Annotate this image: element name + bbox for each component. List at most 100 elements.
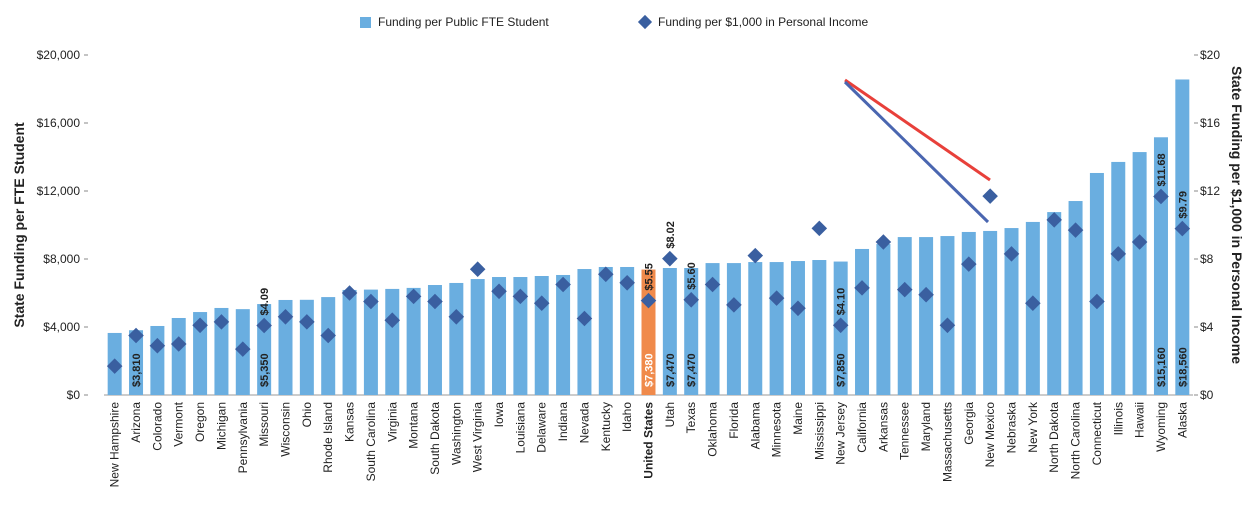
diamond xyxy=(875,234,892,250)
y-tick-label: $8,000 xyxy=(43,252,80,266)
x-tick-label: Delaware xyxy=(535,402,549,453)
x-tick-label: Minnesota xyxy=(770,402,784,458)
bar xyxy=(406,287,421,395)
x-tick-label: Tennessee xyxy=(898,402,912,460)
y2-tick-label: $16 xyxy=(1200,116,1220,130)
x-tick-label: Wisconsin xyxy=(279,402,293,457)
y-tick-label: $20,000 xyxy=(37,48,81,62)
y-axis-title: State Funding per FTE Student xyxy=(11,122,27,328)
y2-tick-label: $0 xyxy=(1200,388,1214,402)
x-tick-label: Virginia xyxy=(385,402,399,442)
bar xyxy=(855,248,870,395)
x-tick-label: Wyoming xyxy=(1154,402,1168,452)
bar xyxy=(1132,152,1147,395)
legend-label: Funding per Public FTE Student xyxy=(378,15,549,29)
bar xyxy=(129,330,144,395)
diamond xyxy=(149,337,166,354)
y2-axis-title: State Funding per $1,000 in Personal Inc… xyxy=(1229,66,1245,364)
bar xyxy=(363,289,378,395)
y-tick-label: $16,000 xyxy=(37,116,81,130)
x-tick-label: Maryland xyxy=(919,402,933,451)
diamond-value-label: $8.02 xyxy=(665,221,677,249)
x-tick-label: Illinois xyxy=(1111,402,1125,435)
y2-tick-label: $20 xyxy=(1200,48,1220,62)
x-tick-label: Oregon xyxy=(193,402,207,442)
x-tick-label: North Carolina xyxy=(1069,402,1083,480)
bar xyxy=(919,237,934,395)
bar xyxy=(577,269,592,395)
diamond xyxy=(1067,222,1084,238)
diamond xyxy=(213,314,230,330)
bar xyxy=(427,285,442,395)
x-tick-label: Idaho xyxy=(620,402,634,432)
bar xyxy=(278,299,293,395)
x-tick-label: Kansas xyxy=(343,402,357,442)
diamond-value-label: $5.55 xyxy=(644,263,656,291)
bar xyxy=(726,263,741,395)
x-tick-label: Colorado xyxy=(150,402,164,451)
x-tick-label: Oklahoma xyxy=(706,402,720,457)
x-tick-label: Utah xyxy=(663,402,677,427)
bar-value-label: $7,380 xyxy=(644,353,656,387)
bar-value-label: $5,350 xyxy=(259,353,271,387)
bar xyxy=(1175,79,1190,395)
x-tick-label: New Jersey xyxy=(834,402,848,465)
diamond xyxy=(170,336,187,352)
x-tick-label: Missouri xyxy=(257,402,271,447)
bar xyxy=(1047,212,1062,395)
diamond xyxy=(128,327,144,344)
x-tick-label: Indiana xyxy=(556,402,570,442)
x-tick-label: New Hampshire xyxy=(108,402,122,488)
y2-tick-label: $12 xyxy=(1200,184,1220,198)
bar xyxy=(385,288,400,395)
bar xyxy=(171,317,186,395)
bar xyxy=(812,260,827,395)
bar xyxy=(1111,161,1126,395)
bar xyxy=(150,325,165,395)
x-tick-label: Washington xyxy=(449,402,463,465)
x-tick-label: Pennsylvania xyxy=(236,402,250,474)
x-tick-label: Montana xyxy=(407,402,421,449)
x-tick-label: Georgia xyxy=(962,402,976,445)
x-tick-label: North Dakota xyxy=(1047,402,1061,473)
bar xyxy=(769,262,784,395)
bar xyxy=(748,262,763,395)
bar xyxy=(705,263,720,395)
x-tick-label: West Virginia xyxy=(471,402,485,473)
legend-swatch xyxy=(360,17,371,28)
x-tick-label: Iowa xyxy=(492,402,506,428)
bar xyxy=(598,266,613,395)
bar xyxy=(513,277,528,395)
bar xyxy=(1004,228,1019,395)
x-tick-label: Mississippi xyxy=(812,402,826,460)
bar xyxy=(983,230,998,395)
bar xyxy=(1068,201,1083,395)
bar-value-label: $7,470 xyxy=(665,353,677,387)
bar xyxy=(214,307,229,395)
y-tick-label: $12,000 xyxy=(37,184,81,198)
bar xyxy=(470,279,485,395)
legend-label: Funding per $1,000 in Personal Income xyxy=(658,15,868,29)
x-tick-label: South Dakota xyxy=(428,402,442,475)
x-tick-label: Texas xyxy=(684,402,698,433)
diamond xyxy=(747,247,764,264)
bar xyxy=(556,274,571,395)
diamond-value-label: $9.79 xyxy=(1177,191,1189,219)
y-tick-label: $4,000 xyxy=(43,320,80,334)
x-tick-label: Hawaii xyxy=(1133,402,1147,438)
legend-swatch xyxy=(637,14,653,30)
diamond xyxy=(1025,295,1041,311)
x-tick-label: Alaska xyxy=(1175,402,1189,438)
bar xyxy=(492,277,507,395)
bar xyxy=(193,312,208,395)
y2-tick-label: $4 xyxy=(1200,320,1214,334)
diamond xyxy=(1131,234,1148,250)
diamond xyxy=(1089,293,1105,310)
diamond xyxy=(811,220,828,237)
bar-value-label: $7,850 xyxy=(836,353,848,387)
x-tick-label: South Carolina xyxy=(364,402,378,482)
bar xyxy=(662,268,677,395)
bar xyxy=(534,276,549,395)
x-tick-label: Arizona xyxy=(129,402,143,443)
bar-value-label: $3,810 xyxy=(131,353,143,387)
